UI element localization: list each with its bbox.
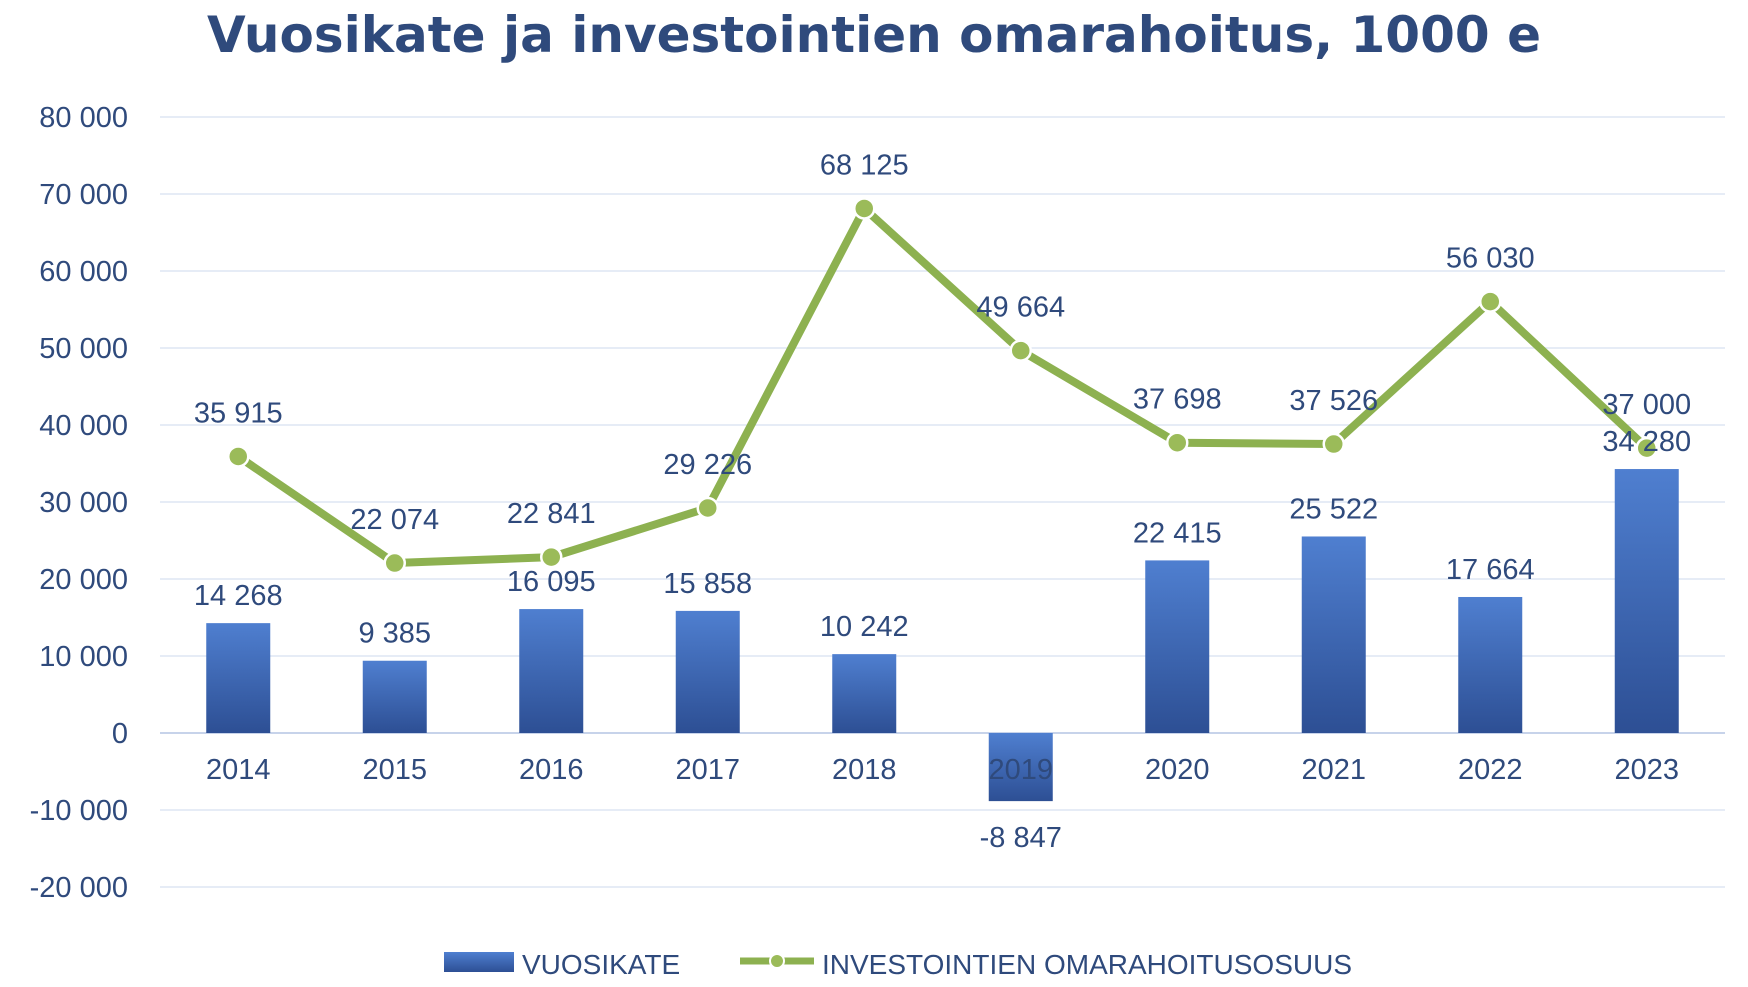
line-point [696,496,719,520]
line-point [853,197,876,220]
line-value-label: 49 664 [976,292,1065,324]
bar [362,660,427,733]
chart-title: Vuosikate ja investointien omarahoitus, … [206,6,1541,64]
x-tick-label: 2020 [1145,754,1210,786]
line-value-label: 37 526 [1289,385,1378,417]
y-tick-label: 70 000 [39,179,128,211]
line-value-label: 22 841 [507,498,596,530]
bar-value-label: 9 385 [358,618,431,650]
y-tick-label: 40 000 [39,410,128,442]
line-point [1166,431,1189,454]
line-point [1479,290,1502,313]
line-data-labels: 35 915 22 074 22 841 29 226 68 125 49 664 37 6… [194,149,1691,536]
bar [519,609,584,733]
x-tick-label: 2018 [832,754,897,786]
bar-value-label: 15 858 [663,568,752,600]
line-value-label: 29 226 [663,449,752,481]
line-point [1009,339,1032,362]
line-point [540,545,563,569]
y-tick-label: 10 000 [39,641,128,673]
bar-value-label: 25 522 [1289,493,1378,525]
bar-value-label: 34 280 [1602,426,1691,458]
line-series [227,197,1658,575]
legend-label-vuosikate: VUOSIKATE [522,949,680,980]
bar-data-labels: 14 268 9 385 16 095 15 858 10 242 -8 847 22 41… [194,426,1691,854]
line-value-label: 22 074 [350,504,439,536]
bar-value-label: 22 415 [1133,517,1222,549]
x-tick-label: 2016 [519,754,584,786]
bar-value-label: 17 664 [1446,554,1535,586]
bar [675,610,740,733]
line-series-path [234,204,1651,568]
y-tick-label: 20 000 [39,564,128,596]
y-tick-label: -10 000 [30,795,128,827]
x-axis-tick-labels: 2014 2015 2016 2017 2018 2019 2020 2021 2022 2023 [206,754,1679,786]
x-tick-label: 2014 [206,754,271,786]
bar-series [206,469,1679,802]
bar-value-label: 10 242 [820,611,909,643]
y-tick-label: 50 000 [39,333,128,365]
bar [1301,536,1366,733]
line-value-label: 37 000 [1602,389,1691,421]
y-tick-label: 60 000 [39,256,128,288]
legend-swatch-marker [769,953,785,969]
bar [832,654,897,733]
x-tick-label: 2021 [1301,754,1366,786]
x-tick-label: 2017 [675,754,740,786]
line-value-label: 68 125 [820,149,909,181]
legend-label-omarahoitusosuus: INVESTOINTIEN OMARAHOITUSOSUUS [822,949,1352,980]
x-tick-label: 2015 [362,754,427,786]
bar-value-label: -8 847 [980,822,1062,854]
x-tick-label: 2023 [1614,754,1679,786]
line-value-label: 37 698 [1133,384,1222,416]
y-tick-label: 0 [112,718,128,750]
line-point [227,445,250,468]
y-tick-label: -20 000 [30,872,128,904]
line-point [1635,436,1658,460]
line-value-label: 35 915 [194,397,283,429]
legend-swatch-vuosikate [444,952,514,972]
line-point [1322,432,1345,456]
bar [1145,560,1210,733]
bar-value-label: 14 268 [194,580,283,612]
bar [1614,469,1679,733]
y-axis-tick-labels: 80 000 70 000 60 000 50 000 40 000 30 000 20 0… [30,102,128,904]
line-value-label: 56 030 [1446,243,1535,275]
y-tick-label: 30 000 [39,487,128,519]
legend: VUOSIKATE INVESTOINTIEN OMARAHOITUSOSUUS [444,949,1352,980]
y-tick-label: 80 000 [39,102,128,134]
bar [206,623,271,733]
x-tick-label: 2019 [988,754,1053,786]
x-tick-label: 2022 [1458,754,1523,786]
line-point [383,551,406,575]
bar [1458,596,1523,733]
bar [988,733,1053,802]
bar-value-label: 16 095 [507,566,596,598]
